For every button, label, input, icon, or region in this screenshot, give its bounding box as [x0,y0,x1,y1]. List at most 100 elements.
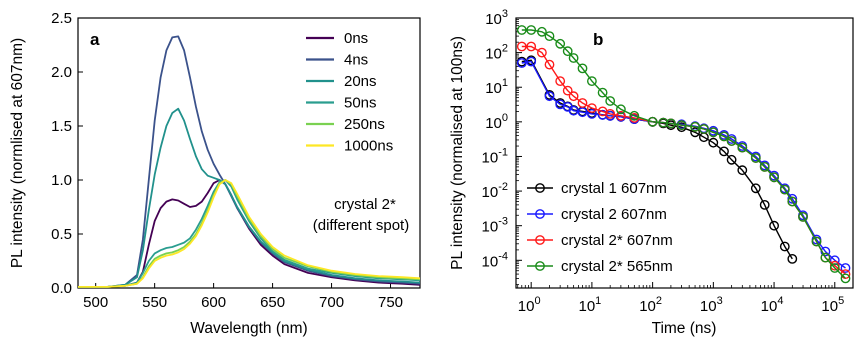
panel-b-data-point [840,263,851,273]
panel-b-data-point [616,110,626,121]
panel-b-data-point [759,161,770,172]
panel-b-data-point [708,137,719,148]
panel-a-legend-label: 20ns [344,73,377,90]
panel-b-data-point [658,117,669,128]
panel-b-data-point [526,56,537,67]
panel-b-data-point [544,59,555,70]
panel-b-data-point [750,183,761,194]
panel-a-x-tick-label: 600 [201,294,226,311]
panel-a-x-tick-label: 700 [319,294,344,311]
panel-b-data-point [562,85,573,96]
panel-b-data-point [820,252,831,263]
panel-b-legend-marker [535,235,545,245]
panel-b-legend-label: crystal 2 607nm [561,206,667,223]
panel-a-y-tick-label: 0.5 [51,226,72,243]
panel-b-data-point [690,127,700,138]
panel-b-data-point [616,104,626,115]
panel-b-data-point [516,58,527,68]
panel-a-legend-label: 50ns [344,95,377,112]
panel-b-data-point [544,91,555,102]
panel-b-data-point [577,107,588,118]
panel-b-x-tick-label: 101 [578,295,601,315]
panel-b-data-point [647,116,658,127]
panel-b-data-point [769,220,779,231]
panel-b-data-point [829,263,840,273]
panel-b-legend-marker [535,183,545,193]
panel-b-data-point [629,110,640,121]
panel-a-frame [77,17,421,289]
panel-a-x-tick-label: 650 [260,294,285,311]
panel-b-data-point [516,41,527,52]
panel-a: a Wavelength (nm) PL intensity (normlise… [9,10,421,337]
panel-b-frame [515,17,854,289]
panel-b-legend-label: crystal 1 607nm [561,180,667,197]
panel-b-data-point [840,273,851,284]
panel-b-x-tick-label: 105 [821,295,844,315]
panel-b-data-point [568,53,579,63]
panel-b-x-tick-label: 104 [761,295,784,315]
panel-b-data-point [597,109,608,120]
panel-a-x-tick-label: 750 [378,294,403,311]
panel-a-series-line [78,107,421,288]
panel-b-data-point [587,109,597,119]
panel-b-y-tick-label: 10-2 [482,181,508,201]
panel-b-y-tick-label: 101 [485,77,508,97]
panel-b-x-tick-label: 100 [518,295,541,315]
panel-b-data-point [666,118,676,129]
panel-b-y-tick-label: 10-3 [482,216,508,236]
panel-b-data-point [726,154,737,165]
panel-b-legend-label: crystal 2* 565nm [561,258,673,275]
panel-a-y-tick-label: 2.5 [51,10,72,27]
panel-b-label: b [593,30,603,49]
panel-a-label: a [90,30,100,49]
panel-b-data-point [719,146,729,157]
panel-b-data-point [811,236,822,247]
panel-b-data-point [769,172,779,183]
panel-b-data-point [690,121,700,132]
panel-b-data-point [726,136,737,146]
panel-a-annotation-line-1: crystal 2* [334,196,396,213]
panel-a-legend-label: 250ns [344,116,385,133]
panel-b-data-point [568,91,579,102]
panel-a-annotation-line-2: (different spot) [313,217,409,234]
panel-b-legend-marker [535,209,545,219]
panel-b-data-point [587,76,597,87]
panel-b-x-axis-title: Time (ns) [652,320,717,337]
panel-b-data-point [544,31,555,41]
panel-b-data-point [759,199,770,210]
panel-b-data-point [787,196,798,207]
panel-a-y-tick-label: 1.0 [51,172,72,189]
panel-b-data-point [526,41,537,52]
panel-b-data-point [568,105,579,116]
panel-b-data-point [779,241,790,252]
panel-b-data-point [787,253,798,264]
panel-b-x-tick-label: 103 [700,295,723,315]
panel-b-data-point [699,124,709,134]
panel-b-data-point [555,38,566,49]
panel-b-data-point [737,142,748,153]
panel-b-legend-marker [535,261,545,271]
panel-a-legend-label: 4ns [344,52,368,69]
panel-b-data-point [737,165,748,176]
panel-b-y-tick-label: 102 [485,43,508,63]
panel-b-data-point [526,25,537,35]
panel-a-y-axis-title: PL intensity (normlised at 607nm) [9,38,26,268]
panel-b-data-point [750,153,761,163]
panel-b-y-axis-title: PL intensity (normalised at 100ns) [449,36,466,270]
panel-b-data-point [798,211,808,222]
panel-b-data-point [605,109,616,119]
panel-b-y-tick-label: 10-4 [482,250,508,270]
panel-a-series-line [78,35,421,288]
panel-a-y-tick-label: 0.0 [51,280,72,297]
panel-b-data-point [779,184,790,195]
panel-a-x-axis-title: Wavelength (nm) [190,320,307,337]
panel-b-data-point [555,76,566,87]
panel-a-legend-label: 0ns [344,30,368,47]
panel-b-data-point [597,87,608,98]
panel-a-x-tick-label: 500 [83,294,108,311]
panel-a-series-line [78,179,421,288]
panel-b-data-point [577,98,588,108]
panel-a-series-line [78,179,421,288]
panel-b-data-point [562,46,573,57]
